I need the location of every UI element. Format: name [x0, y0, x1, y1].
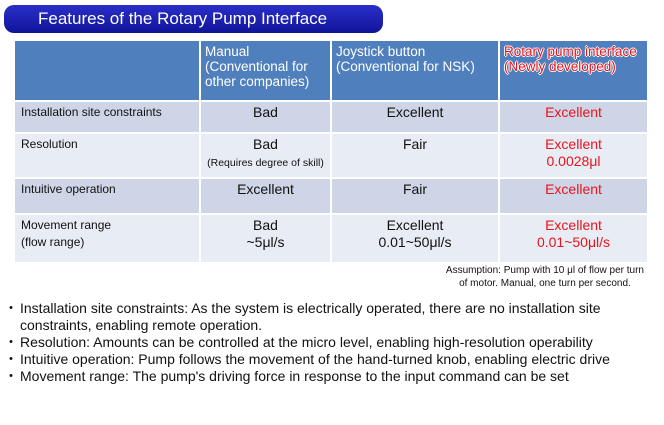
cell-value: Bad — [253, 217, 278, 233]
cell-value: Excellent — [545, 217, 602, 233]
cell-note: 0.01~50μl/s — [536, 234, 611, 250]
header-subtitle: (Conventional for NSK) — [336, 59, 475, 74]
comparison-table: Manual (Conventional for other companies)… — [13, 39, 649, 264]
cell-note: (Requires degree of skill) — [207, 157, 324, 169]
cell-manual: Bad ~5μl/s — [199, 213, 332, 264]
note-line: Assumption: Pump with 10 μl of flow per … — [445, 265, 644, 276]
cell-rotary: Excellent 0.01~50μl/s — [498, 213, 649, 264]
table-row: Resolution Bad (Requires degree of skill)… — [13, 132, 649, 179]
cell-joystick: Excellent 0.01~50μl/s — [330, 213, 500, 264]
cell-joystick: Fair — [330, 177, 500, 215]
cell-joystick: Excellent — [330, 100, 500, 134]
header-title: Manual — [205, 44, 250, 59]
cell-note: ~5μl/s — [246, 234, 285, 250]
table-row: Movement range (flow range) Bad ~5μl/s Exc… — [13, 213, 649, 264]
note-line: of motor. Manual, one turn per second. — [459, 278, 631, 289]
header-subtitle: (Newly developed) — [504, 59, 616, 74]
cell-manual: Bad — [199, 100, 332, 134]
list-item: Movement range: The pump's driving force… — [4, 368, 659, 385]
row-label: Resolution — [13, 132, 201, 179]
cell-note: 0.01~50μl/s — [378, 234, 452, 250]
cell-value: Excellent — [386, 217, 444, 233]
header-rotary: Rotary pump interface (Newly developed) — [498, 39, 649, 102]
list-item: Resolution: Amounts can be controlled at… — [4, 334, 659, 351]
cell-rotary: Excellent — [498, 177, 649, 215]
header-title: Joystick button — [336, 44, 426, 59]
assumption-note: Assumption: Pump with 10 μl of flow per … — [446, 264, 644, 290]
header-subtitle: (Conventional for other companies) — [205, 59, 310, 89]
cell-value: Bad — [253, 136, 278, 152]
cell-value: Excellent — [545, 136, 602, 152]
row-label: Installation site constraints — [13, 100, 201, 134]
list-item: Installation site constraints: As the sy… — [4, 300, 659, 334]
header-empty — [13, 39, 201, 102]
row-label: Intuitive operation — [13, 177, 201, 215]
header-joystick: Joystick button (Conventional for NSK) — [330, 39, 500, 102]
row-label: Movement range (flow range) — [13, 213, 201, 264]
cell-rotary: Excellent 0.0028μl — [498, 132, 649, 179]
header-title: Rotary pump interface — [504, 44, 637, 59]
feature-list: Installation site constraints: As the sy… — [4, 300, 659, 385]
cell-note: 0.0028μl — [546, 153, 601, 169]
row-label-line: Movement range — [21, 218, 112, 232]
table-row: Intuitive operation Excellent Fair Excel… — [13, 177, 649, 215]
cell-joystick: Fair — [330, 132, 500, 179]
list-item: Intuitive operation: Pump follows the mo… — [4, 351, 659, 368]
row-label-line: (flow range) — [21, 235, 85, 249]
page-title: Features of the Rotary Pump Interface — [4, 5, 383, 33]
table-row: Installation site constraints Bad Excell… — [13, 100, 649, 134]
cell-rotary: Excellent — [498, 100, 649, 134]
cell-manual: Excellent — [199, 177, 332, 215]
cell-manual: Bad (Requires degree of skill) — [199, 132, 332, 179]
header-manual: Manual (Conventional for other companies) — [199, 39, 332, 102]
